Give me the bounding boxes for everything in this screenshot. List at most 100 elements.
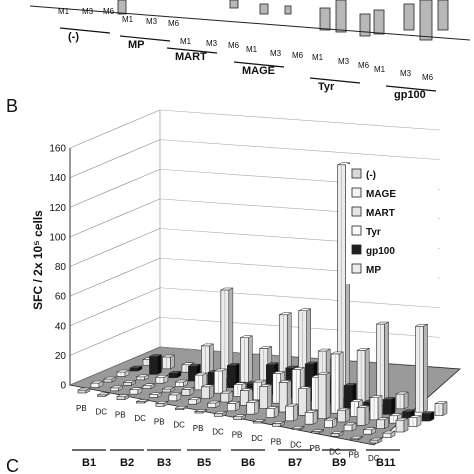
bar [343, 422, 357, 432]
top-group-label: (-) [68, 31, 79, 43]
legend-swatch [351, 244, 362, 255]
x-axis-labels: PB DC PB DC PB DC PB DC PB DC PB DC PB DC PB DC B1 B2 B3 B5… [72, 404, 400, 469]
top-group-underline [59, 27, 111, 34]
x-tick-label: PB [115, 411, 126, 420]
bar [175, 405, 188, 411]
bar [155, 374, 169, 384]
top-condition-label: M1 [122, 15, 134, 24]
legend-swatch [351, 168, 362, 179]
legend-swatch [351, 225, 362, 236]
bar [324, 417, 337, 428]
bar [123, 379, 136, 386]
top-group-label: MART [175, 51, 207, 63]
top-condition-label: M1 [374, 65, 386, 74]
top-condition-label: M3 [82, 7, 94, 16]
bar [265, 406, 279, 418]
top-condition-label: M3 [338, 57, 350, 66]
x-tick-label: DC [134, 414, 146, 423]
top-bar [284, 5, 292, 15]
x-tick-label: DC [329, 447, 341, 456]
gridline-side [69, 109, 161, 149]
top-condition-label: M6 [358, 61, 370, 70]
bar [136, 399, 149, 404]
bar [304, 409, 318, 425]
sample-label: B11 [376, 457, 396, 469]
y-tick-label: 40 [55, 321, 67, 332]
bar [395, 417, 409, 433]
top-condition-label: M1 [58, 7, 70, 16]
top-condition-label: M1 [312, 53, 324, 62]
bar [356, 347, 370, 403]
bar [77, 387, 91, 394]
bar [162, 386, 175, 393]
bar [129, 365, 143, 372]
gridline-back [159, 109, 441, 131]
bar [408, 415, 422, 427]
panel-letter-c: C [6, 456, 19, 474]
top-condition-label: M6 [422, 73, 434, 82]
y-tick-label: 120 [49, 203, 66, 214]
y-tick-label: 0 [60, 381, 66, 392]
bar [226, 401, 240, 412]
bar [369, 395, 383, 421]
top-bar [319, 7, 331, 31]
bar [376, 321, 389, 406]
gridline-side [69, 287, 161, 327]
legend-swatch [351, 206, 362, 217]
top-bar [403, 3, 415, 31]
legend-swatch [351, 187, 362, 198]
gridline-side [69, 317, 161, 356]
bar [382, 430, 396, 438]
top-group-underline [166, 47, 218, 54]
bar [272, 420, 285, 427]
top-condition-label: M6 [168, 19, 180, 28]
top-group-underline [119, 35, 171, 42]
top-condition-label: M1 [246, 45, 258, 54]
top-group-label: MP [128, 39, 145, 51]
top-condition-label: M3 [400, 69, 412, 78]
bar [382, 397, 396, 415]
bar [188, 397, 201, 405]
bar [350, 435, 363, 441]
sample-label: B3 [157, 457, 171, 469]
x-tick-label: PB [310, 444, 321, 453]
top-condition-label: M6 [103, 7, 115, 16]
x-tick-label: PB [232, 431, 243, 440]
x-tick-label: PB [76, 404, 87, 413]
bar [90, 380, 104, 388]
bar [317, 371, 331, 420]
bar [149, 354, 162, 375]
chart-legend: (-) MAGE MART Tyr gp100 MP [346, 164, 438, 284]
bar [285, 403, 298, 422]
bar [136, 374, 149, 381]
y-tick-label: 60 [55, 292, 67, 303]
sample-label: B7 [288, 457, 302, 469]
top-condition-label: M3 [146, 17, 158, 26]
bar [168, 370, 182, 379]
top-bar [437, 0, 449, 31]
bar [116, 394, 130, 401]
gridline-side [69, 257, 161, 297]
top-bar [229, 0, 239, 9]
bar [214, 368, 227, 394]
bar [149, 392, 162, 398]
bar [395, 391, 409, 410]
bar [330, 430, 344, 437]
x-tick-label: DC [173, 421, 185, 430]
bar [233, 414, 246, 421]
x-tick-label: DC [290, 441, 302, 450]
top-group-underline [233, 61, 285, 68]
gridline-side [69, 198, 161, 238]
x-tick-label: PB [154, 417, 165, 426]
bar [356, 405, 370, 426]
bar-series [77, 162, 448, 444]
bar [291, 425, 305, 431]
top-condition-label: M3 [206, 39, 218, 48]
gridline-side [69, 139, 161, 178]
bar [103, 376, 117, 383]
bar [220, 390, 234, 403]
bar [129, 387, 143, 395]
